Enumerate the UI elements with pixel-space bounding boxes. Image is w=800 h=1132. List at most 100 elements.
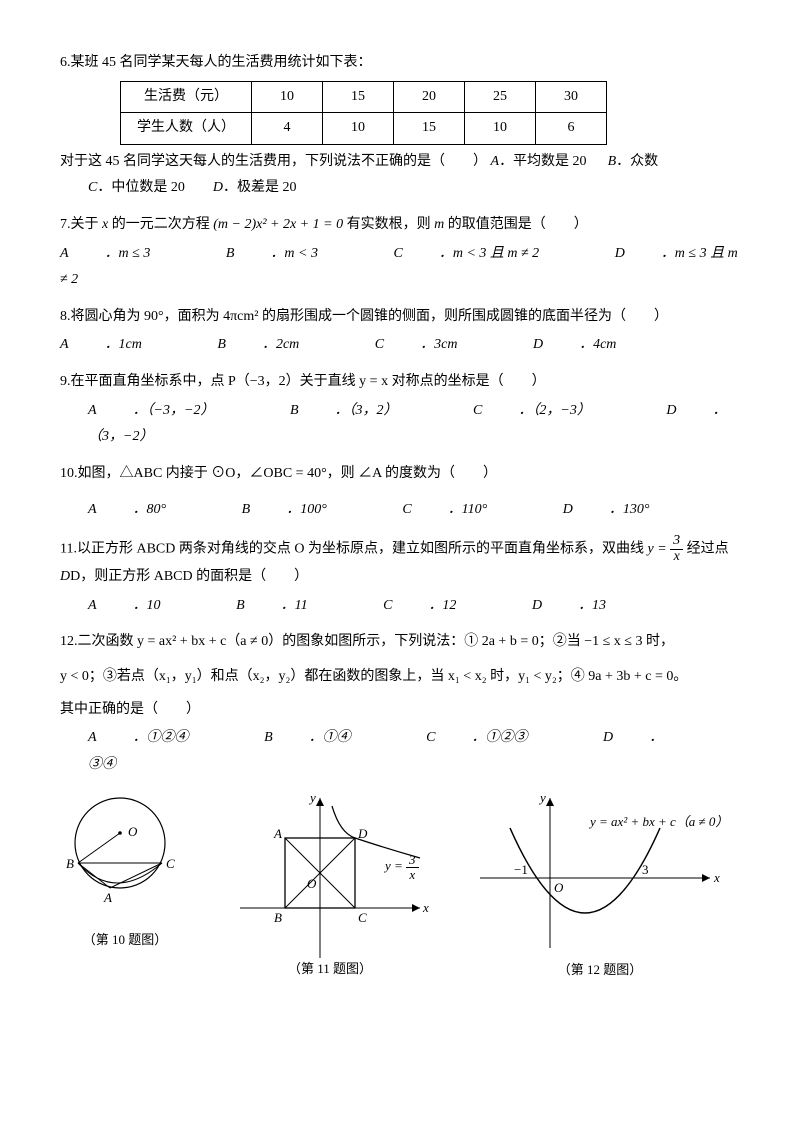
q12-tc: 其中正确的是（ ） [60, 697, 740, 724]
table-row: 学生人数（人） 4 10 15 10 6 [121, 113, 607, 145]
option-letter: B [242, 502, 251, 517]
q6-r2-c3: 15 [394, 113, 465, 145]
q7-A: ．m ≤ 3 [105, 246, 151, 261]
q6-r2-c1: 4 [252, 113, 323, 145]
q12-options: A．①②④ B．①④ C．①②③ D．③④ [60, 725, 740, 778]
table-row: 生活费（元） 10 15 20 25 30 [121, 81, 607, 113]
q6-r1-c3: 20 [394, 81, 465, 113]
fig11-frac-n: 3 [406, 853, 419, 868]
option-letter: B [226, 246, 235, 261]
question-11: 11.以正方形 ABCD 两条对角线的交点 O 为坐标原点，建立如图所示的平面直… [60, 534, 740, 620]
fig10-C: C [166, 856, 175, 871]
q11-frac-d: x [670, 550, 683, 565]
option-letter: B [608, 154, 617, 169]
fig11-B: B [274, 910, 282, 925]
q11-tb: 经过点 [687, 541, 729, 556]
q6-r2-label: 学生人数（人） [121, 113, 252, 145]
option-letter: D [532, 598, 542, 613]
fig10-caption: （第 10 题图） [60, 928, 190, 953]
q6-r2-c4: 10 [465, 113, 536, 145]
q7-options: A．m ≤ 3 B．m < 3 C．m < 3 且 m ≠ 2 D．m ≤ 3 … [60, 241, 740, 294]
fig10-O: O [128, 824, 138, 839]
fig11-eq-lhs: y = [385, 859, 406, 874]
q11-C: ．12 [428, 598, 456, 613]
q6-r1-c1: 10 [252, 81, 323, 113]
option-letter: D [615, 246, 625, 261]
fig11-C: C [358, 910, 367, 925]
q10-A: ．80° [133, 502, 167, 517]
fig10-B: B [66, 856, 74, 871]
q9-text: 9.在平面直角坐标系中，点 P（−3，2）关于直线 y = x 对称点的坐标是（… [60, 369, 740, 396]
q6-optD: ．极差是 20 [223, 180, 297, 195]
figure-12: x y O −1 3 y = ax² + bx + c（a ≠ 0） （第 12… [470, 788, 730, 983]
q8-C: ．3cm [420, 337, 457, 352]
q10-B: ．100° [286, 502, 327, 517]
option-letter: C [402, 502, 411, 517]
q6-r1-c5: 30 [536, 81, 607, 113]
option-letter: A [88, 598, 97, 613]
option-letter: A [88, 403, 97, 418]
q6-sub: 对于这 45 名同学这天每人的生活费用，下列说法不正确的是（ ） A．平均数是 … [60, 149, 740, 176]
fig11-y: y [308, 790, 316, 805]
q8-D: ．4cm [579, 337, 616, 352]
question-7: 7.关于 x 的一元二次方程 (m − 2)x² + 2x + 1 = 0 有实… [60, 212, 740, 294]
option-letter: D [563, 502, 573, 517]
q6-optB: ．众数 [616, 154, 658, 169]
option-letter: A [88, 730, 97, 745]
option-letter: D [533, 337, 543, 352]
fig11-frac-d: x [406, 868, 419, 882]
q11-ta: 11.以正方形 ABCD 两条对角线的交点 O 为坐标原点，建立如图所示的平面直… [60, 541, 648, 556]
option-letter: B [236, 598, 245, 613]
q7-tc: 有实数根，则 [347, 217, 435, 232]
option-letter: A [60, 337, 69, 352]
q6-opts-line2: C．中位数是 20 D．极差是 20 [60, 175, 740, 202]
figure-10-svg: O B C A [60, 788, 190, 928]
option-letter: C [426, 730, 435, 745]
q9-B: ．（3，2） [335, 403, 398, 418]
q6-text: 6.某班 45 名同学某天每人的生活费用统计如下表： [60, 50, 740, 77]
option-letter: C [88, 180, 97, 195]
q6-r1-c2: 15 [323, 81, 394, 113]
fig10-A: A [103, 890, 112, 905]
option-letter: A [491, 154, 500, 169]
q7-td: 的取值范围是（ ） [448, 217, 588, 232]
q11-tc: D，则正方形 ABCD 的面积是（ ） [70, 569, 308, 584]
option-letter: A [88, 502, 97, 517]
q10-options: A．80° B．100° C．110° D．130° [60, 497, 740, 524]
option-letter: D [213, 180, 223, 195]
figure-10: O B C A （第 10 题图） [60, 788, 190, 953]
fig12-O: O [554, 880, 564, 895]
q7-ta: 7.关于 [60, 217, 102, 232]
question-8: 8.将圆心角为 90°，面积为 4πcm² 的扇形围成一个圆锥的侧面，则所围成圆… [60, 304, 740, 359]
question-10: 10.如图，△ABC 内接于 ⊙O，∠OBC = 40°，则 ∠A 的度数为（ … [60, 461, 740, 524]
fig11-caption: （第 11 题图） [220, 957, 440, 982]
fig12-eq: y = ax² + bx + c（a ≠ 0） [588, 814, 728, 829]
q6-r1-label: 生活费（元） [121, 81, 252, 113]
q11-frac-n: 3 [670, 534, 683, 550]
fig12-caption: （第 12 题图） [470, 958, 730, 983]
option-letter: D [603, 730, 613, 745]
q10-D: ．130° [609, 502, 650, 517]
option-letter: C [375, 337, 384, 352]
q6-sub-text: 对于这 45 名同学这天每人的生活费用，下列说法不正确的是（ ） [60, 154, 487, 169]
fig12-p3: 3 [642, 862, 649, 877]
option-letter: C [383, 598, 392, 613]
fig11-x: x [422, 900, 429, 915]
figure-12-svg: x y O −1 3 y = ax² + bx + c（a ≠ 0） [470, 788, 730, 958]
option-letter: C [393, 246, 402, 261]
q11-eq: y = [648, 541, 671, 556]
q6-table: 生活费（元） 10 15 20 25 30 学生人数（人） 4 10 15 10… [120, 81, 607, 145]
fig11-A: A [273, 826, 282, 841]
option-letter: A [60, 246, 69, 261]
q7-C: ．m < 3 且 m ≠ 2 [439, 246, 539, 261]
q7-B: ．m < 3 [270, 246, 318, 261]
fig11-O: O [307, 876, 317, 891]
option-letter: D [666, 403, 676, 418]
figures-row: O B C A （第 10 题图） x y A D B C [60, 788, 740, 983]
q7-tb: 的一元二次方程 [112, 217, 214, 232]
q12-A: ．①②④ [133, 730, 189, 745]
q9-A: ．（−3，−2） [133, 403, 215, 418]
fig11-curve-label: y = 3x [385, 853, 445, 881]
q12-tb: y < 0；③若点（x₁，y₁）和点（x₂，y₂）都在函数的图象上，当 x₁ <… [60, 664, 740, 691]
q11-options: A．10 B．11 C．12 D．13 [60, 593, 740, 620]
